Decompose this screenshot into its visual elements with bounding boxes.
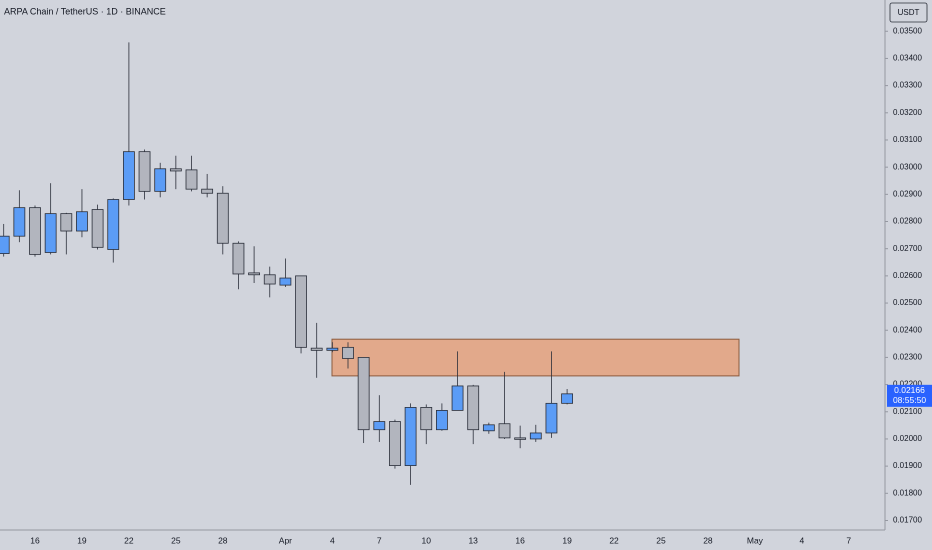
y-tick-label: 0.02000 [893,434,922,443]
candle-body [295,275,307,348]
x-tick-label: 25 [171,535,181,545]
last-price-tag [887,384,932,407]
candle-body [279,277,292,286]
y-tick-label: 0.03300 [893,81,922,90]
candle-body [451,385,464,411]
candle-body [107,199,120,250]
candle-body [138,151,151,192]
chart-title: ARPA Chain / TetherUS · 1D · BINANCE [4,6,166,16]
x-tick-label: 19 [562,535,572,545]
y-tick-label: 0.03400 [893,54,922,63]
y-tick-label: 0.03200 [893,108,922,117]
currency-label[interactable]: USDT [898,8,920,17]
x-tick-label: 28 [703,535,713,545]
candle-body [185,169,198,190]
candle-body [342,346,354,359]
candle-body [482,424,495,432]
y-tick-label: 0.02100 [893,407,922,416]
x-tick-label: 28 [218,535,228,545]
x-tick-label: 7 [846,535,851,545]
y-tick-label: 0.02200 [893,380,922,389]
y-tick-label: 0.01900 [893,461,922,470]
candle-body [263,274,276,285]
candle-body [561,393,573,404]
candle-body [514,437,527,440]
candle-body [13,207,26,237]
candle-body [326,347,339,351]
candle-body [216,192,229,244]
candle-body [0,235,10,254]
candle-body [545,402,558,434]
y-tick-label: 0.01800 [893,488,922,497]
countdown-label: 08:55:50 [893,395,926,405]
x-tick-label: 25 [656,535,666,545]
y-tick-label: 0.01700 [893,516,922,525]
x-tick-label: 16 [515,535,525,545]
y-tick-label: 0.03500 [893,26,922,35]
candle-body [232,242,245,275]
candle-body [389,421,401,466]
x-tick-label: Apr [279,535,292,545]
x-tick-label: May [747,535,764,545]
candle-body [467,385,480,431]
currency-box[interactable] [889,2,928,23]
x-tick-label: 19 [77,535,87,545]
y-tick-label: 0.02300 [893,353,922,362]
y-tick-label: 0.03000 [893,162,922,171]
candle-body [357,357,370,431]
candle-body [420,407,433,431]
x-tick-label: 22 [124,535,134,545]
candle-body [373,421,386,431]
last-price-label: 0.02166 [894,385,925,395]
candle-body [435,410,448,431]
candle-body [201,188,214,194]
y-tick-label: 0.02700 [893,244,922,253]
y-tick-label: 0.03100 [893,135,922,144]
y-tick-label: 0.02800 [893,217,922,226]
x-tick-label: 7 [377,535,382,545]
x-tick-label: 16 [30,535,40,545]
x-tick-label: 22 [609,535,619,545]
candle-body [529,432,542,440]
candle-body [91,209,104,248]
candle-body [498,423,511,439]
y-tick-label: 0.02900 [893,189,922,198]
candle-body [29,207,41,255]
candle-body [154,168,167,192]
x-tick-label: 4 [799,535,804,545]
candle-body [44,213,57,253]
x-tick-label: 10 [422,535,432,545]
x-tick-label: 4 [330,535,335,545]
y-tick-label: 0.02400 [893,325,922,334]
candle-body [169,168,182,172]
candle-body [76,211,88,232]
supply-zone[interactable] [331,338,740,377]
candle-body [60,213,73,232]
candle-body [404,407,417,466]
candle-body [310,347,323,351]
candle-body [248,272,261,276]
x-tick-label: 13 [468,535,478,545]
y-tick-label: 0.02500 [893,298,922,307]
candle-body [123,151,135,200]
y-tick-label: 0.02600 [893,271,922,280]
